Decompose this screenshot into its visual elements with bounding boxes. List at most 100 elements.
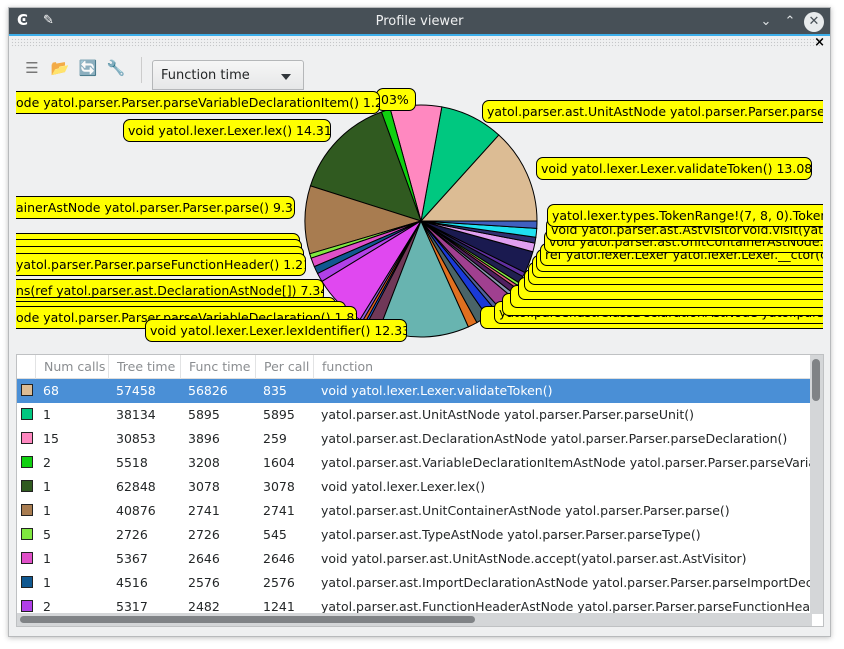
color-swatch — [21, 552, 33, 564]
pie-label: 03% — [376, 88, 416, 111]
pie-slice[interactable] — [420, 220, 538, 229]
dock-handle[interactable] — [11, 38, 820, 47]
pie-label: yatol.parser.ast.UnitAstNode yatol.parse… — [482, 100, 823, 123]
per-call-cell: 835 — [263, 383, 287, 398]
table-row[interactable]: 5 2726 2726 545 yatol.parser.ast.TypeAstNode… — [17, 523, 812, 547]
tree-time-cell: 2726 — [116, 527, 148, 542]
pie-label: ode yatol.parser.Parser.parseVariableDec… — [16, 91, 380, 114]
func-time-cell: 56826 — [188, 383, 228, 398]
table-row[interactable]: 1 40876 2741 2741 yatol.parser.ast.UnitConta… — [17, 499, 812, 523]
pie-label: ns(ref yatol.parser.ast.DeclarationAstNo… — [16, 279, 324, 302]
open-folder-button[interactable]: 📂 — [50, 59, 70, 77]
per-call-cell: 259 — [263, 431, 287, 446]
color-swatch — [21, 408, 33, 420]
func-time-cell: 3078 — [188, 479, 220, 494]
per-call-cell: 1604 — [263, 455, 295, 470]
column-header-num-calls[interactable]: Num calls — [35, 355, 108, 379]
horizontal-scroll-thumb[interactable] — [20, 616, 475, 623]
per-call-cell: 2576 — [263, 575, 295, 590]
function-cell: yatol.parser.ast.TypeAstNode yatol.parse… — [321, 527, 701, 542]
column-header-function[interactable]: function — [313, 355, 812, 379]
table-row[interactable]: 1 4516 2576 2576 yatol.parser.ast.ImportDecl… — [17, 571, 812, 595]
tree-time-cell: 4516 — [116, 575, 148, 590]
num-calls-cell: 1 — [43, 575, 51, 590]
column-header-func-time[interactable]: Func time — [180, 355, 255, 379]
pin-icon[interactable]: ✎ — [43, 13, 54, 28]
table-header: Num calls Tree time Func time Per call f… — [17, 355, 812, 379]
horizontal-scrollbar[interactable] — [17, 613, 812, 626]
func-time-cell: 2646 — [188, 551, 220, 566]
table-row[interactable]: 1 5367 2646 2646 void yatol.parser.ast.UnitA… — [17, 547, 812, 571]
tree-time-cell: 40876 — [116, 503, 156, 518]
func-time-cell: 3896 — [188, 431, 220, 446]
pie-label: void yatol.lexer.Lexer.lexIdentifier() 1… — [145, 319, 407, 342]
func-time-cell: 2741 — [188, 503, 220, 518]
color-swatch — [21, 528, 33, 540]
per-call-cell: 2741 — [263, 503, 295, 518]
num-calls-cell: 1 — [43, 503, 51, 518]
num-calls-cell: 5 — [43, 527, 51, 542]
color-swatch — [21, 600, 33, 612]
new-document-button[interactable]: ☰ — [25, 59, 39, 77]
color-swatch — [21, 576, 33, 588]
tree-time-cell: 62848 — [116, 479, 156, 494]
settings-wrench-button[interactable]: 🔧 — [106, 59, 126, 77]
pie-label: void yatol.lexer.Lexer.lex() 14.31% — [123, 119, 331, 142]
minimize-button[interactable]: ⌄ — [760, 14, 772, 29]
pie-label: yatol.lexer.types.TokenRange!(7, 8, 0).T… — [547, 204, 823, 227]
window-title: Profile viewer — [375, 14, 464, 29]
pie-label: void yatol.lexer.Lexer.validateToken() 1… — [536, 157, 812, 180]
num-calls-cell: 1 — [43, 407, 51, 422]
color-swatch — [21, 504, 33, 516]
per-call-cell: 545 — [263, 527, 287, 542]
color-swatch — [21, 480, 33, 492]
dock-close-button[interactable]: × — [814, 35, 825, 50]
tree-time-cell: 5367 — [116, 551, 148, 566]
function-cell: yatol.parser.ast.ImportDeclarationAstNod… — [321, 575, 812, 590]
table-row[interactable]: 1 38134 5895 5895 yatol.parser.ast.UnitAstNo… — [17, 403, 812, 427]
pie-chart-panel: 03% ode yatol.parser.Parser.parseVariabl… — [16, 85, 823, 345]
refresh-button[interactable]: 🔄 — [78, 59, 98, 77]
pie-chart — [304, 104, 538, 338]
mode-select[interactable]: Function time — [152, 60, 304, 90]
vertical-scroll-thumb[interactable] — [812, 359, 820, 401]
maximize-button[interactable]: ⌃ — [784, 14, 796, 29]
tree-time-cell: 38134 — [116, 407, 156, 422]
pie-slice[interactable] — [419, 134, 538, 222]
func-time-cell: 3208 — [188, 455, 220, 470]
close-button[interactable]: ✕ — [804, 12, 824, 32]
column-header-tree-time[interactable]: Tree time — [108, 355, 180, 379]
function-cell: void yatol.lexer.Lexer.validateToken() — [321, 383, 553, 398]
table-row[interactable]: 2 5518 3208 1604 yatol.parser.ast.VariableDe… — [17, 451, 812, 475]
num-calls-cell: 2 — [43, 455, 51, 470]
num-calls-cell: 15 — [43, 431, 59, 446]
pie-label: ainerAstNode yatol.parser.Parser.parse()… — [16, 196, 295, 219]
color-swatch — [21, 384, 33, 396]
tree-time-cell: 5317 — [116, 599, 148, 614]
per-call-cell: 5895 — [263, 407, 295, 422]
app-logo-icon: Ͼ — [17, 11, 29, 29]
func-time-cell: 2726 — [188, 527, 220, 542]
num-calls-cell: 68 — [43, 383, 59, 398]
pie-label: yatol.parser.Parser.parseFunctionHeader(… — [16, 253, 306, 276]
profile-viewer-window: Ͼ ✎ Profile viewer ⌄ ⌃ ✕ × ☰ 📂 🔄 🔧 Funct… — [8, 7, 831, 637]
function-cell: yatol.parser.ast.UnitAstNode yatol.parse… — [321, 407, 695, 422]
func-time-cell: 2482 — [188, 599, 220, 614]
table-row[interactable]: 2 5317 2482 1241 yatol.parser.ast.FunctionHe… — [17, 595, 812, 619]
function-cell: yatol.parser.ast.DeclarationAstNode yato… — [321, 431, 788, 446]
num-calls-cell: 1 — [43, 551, 51, 566]
func-time-cell: 5895 — [188, 407, 220, 422]
column-header-per-call[interactable]: Per call — [255, 355, 313, 379]
table-row[interactable]: 1 62848 3078 3078 void yatol.lexer.Lexer.lex… — [17, 475, 812, 499]
function-cell: yatol.parser.ast.UnitContainerAstNode ya… — [321, 503, 730, 518]
pie-slice[interactable] — [309, 111, 422, 222]
title-bar: Ͼ ✎ Profile viewer ⌄ ⌃ ✕ — [9, 8, 830, 36]
tree-time-cell: 5518 — [116, 455, 148, 470]
num-calls-cell: 1 — [43, 479, 51, 494]
function-cell: yatol.parser.ast.VariableDeclarationItem… — [321, 455, 812, 470]
table-row[interactable]: 15 30853 3896 259 yatol.parser.ast.Declarati… — [17, 427, 812, 451]
color-swatch — [21, 432, 33, 444]
per-call-cell: 2646 — [263, 551, 295, 566]
table-row[interactable]: 68 57458 56826 835 void yatol.lexer.Lexer.va… — [17, 379, 812, 403]
vertical-scrollbar[interactable] — [810, 355, 823, 614]
